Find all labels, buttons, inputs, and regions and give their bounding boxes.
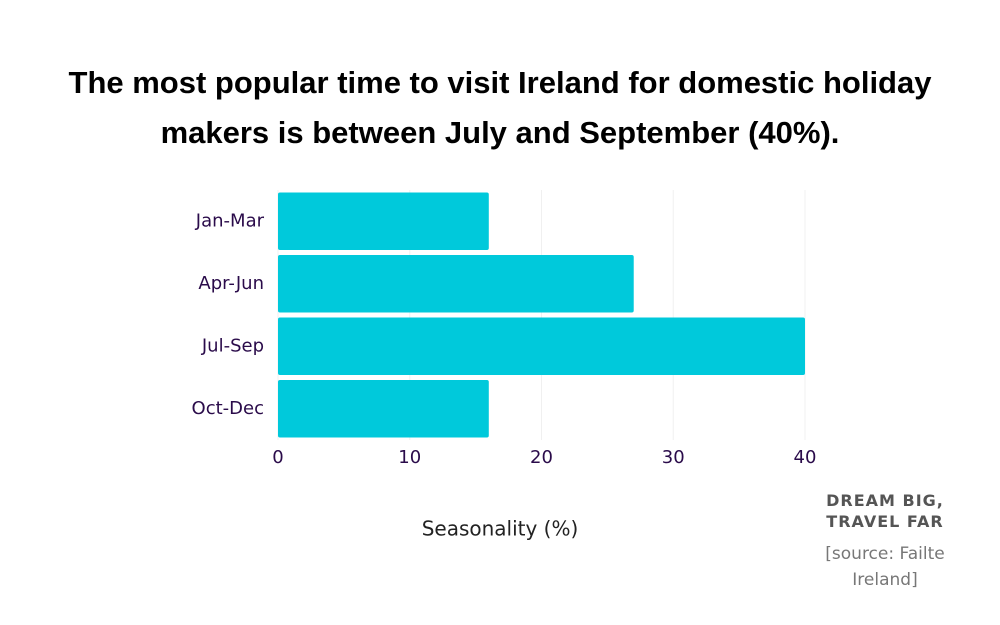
x-tick-label: 10 [398,447,421,468]
x-tick-label: 40 [794,447,817,468]
bar [278,192,489,250]
source-note: [source: Failte Ireland] [825,544,945,590]
tagline: DREAM BIG, TRAVEL FAR [826,491,944,531]
x-tick-label: 0 [272,447,283,468]
bar [278,380,489,438]
y-tick-label: Apr-Jun [198,273,264,294]
x-axis-label: Seasonality (%) [422,517,579,541]
x-tick-label: 30 [662,447,685,468]
x-tick-label: 20 [530,447,553,468]
bar [278,255,634,313]
bar [278,317,805,375]
y-tick-label: Jan-Mar [195,210,265,231]
y-tick-label: Jul-Sep [201,335,264,356]
chart-title: The most popular time to visit Ireland f… [68,65,932,150]
y-tick-label: Oct-Dec [192,398,264,419]
